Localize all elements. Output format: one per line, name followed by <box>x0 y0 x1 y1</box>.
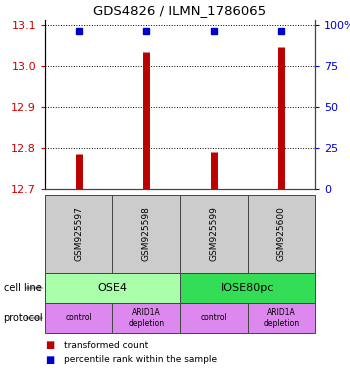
Text: IOSE80pc: IOSE80pc <box>221 283 274 293</box>
Text: ■: ■ <box>45 340 54 350</box>
Text: GSM925597: GSM925597 <box>74 207 83 262</box>
Text: protocol: protocol <box>4 313 43 323</box>
Text: ARID1A
depletion: ARID1A depletion <box>128 308 164 328</box>
Text: OSE4: OSE4 <box>98 283 127 293</box>
Text: percentile rank within the sample: percentile rank within the sample <box>64 356 217 364</box>
Title: GDS4826 / ILMN_1786065: GDS4826 / ILMN_1786065 <box>93 5 267 17</box>
Text: cell line: cell line <box>4 283 41 293</box>
Text: ARID1A
depletion: ARID1A depletion <box>263 308 299 328</box>
Text: ■: ■ <box>45 355 54 365</box>
Text: control: control <box>201 313 227 323</box>
Text: GSM925600: GSM925600 <box>277 207 286 262</box>
Text: control: control <box>65 313 92 323</box>
Text: GSM925598: GSM925598 <box>142 207 151 262</box>
Text: GSM925599: GSM925599 <box>209 207 218 262</box>
Text: transformed count: transformed count <box>64 341 148 349</box>
